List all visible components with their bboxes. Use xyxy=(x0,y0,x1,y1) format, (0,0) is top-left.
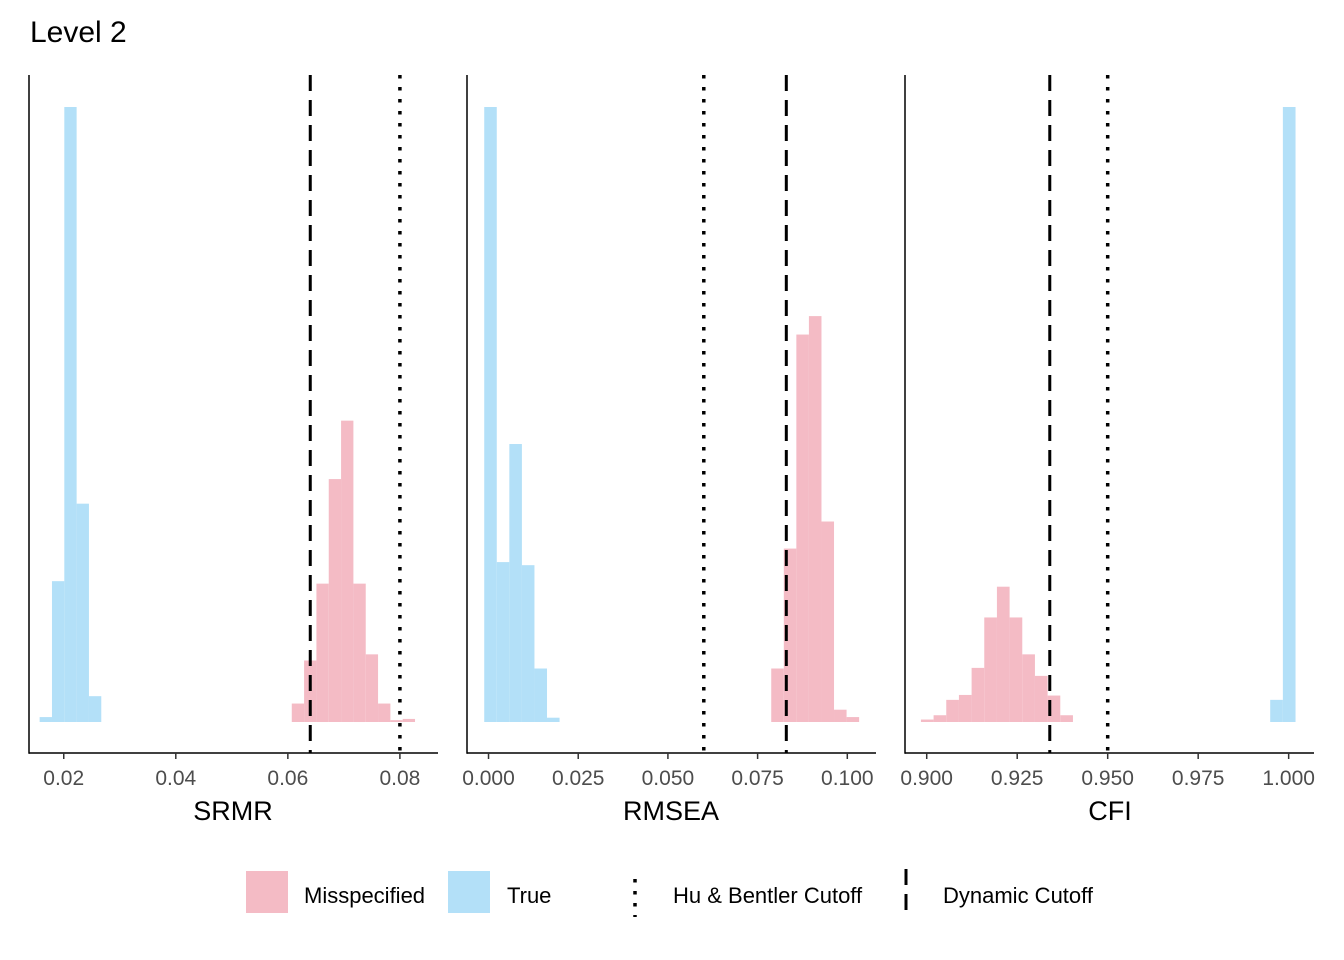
cfi-misspecified-bin-5 xyxy=(984,617,997,722)
panel-rmsea: 0.000 0.025 0.050 0.075 0.100 RMSEA xyxy=(462,75,876,826)
legend-label-dynamic: Dynamic Cutoff xyxy=(943,883,1094,908)
rmsea-tick-label-3: 0.075 xyxy=(731,767,784,790)
rmsea-tick-label-1: 0.025 xyxy=(552,767,605,790)
cfi-misspecified-bin-1 xyxy=(933,715,947,722)
cfi-misspecified-bin-4 xyxy=(971,667,985,722)
srmr-misspecified-bin-2 xyxy=(316,583,329,723)
axis-title-cfi: CFI xyxy=(1088,796,1132,826)
srmr-misspecified-bin-7 xyxy=(378,703,391,722)
srmr-misspecified-bin-3 xyxy=(328,479,342,722)
cfi-misspecified-bin-0 xyxy=(920,719,934,722)
rmsea-true-bin-0 xyxy=(484,107,497,722)
axis-title-srmr: SRMR xyxy=(193,796,273,826)
rmsea-misspecified-bin-3 xyxy=(808,316,822,722)
axes-srmr: 0.02 0.04 0.06 0.08 xyxy=(28,75,438,790)
srmr-true-bin-1 xyxy=(51,581,65,722)
srmr-misspecified-bin-5 xyxy=(353,583,366,723)
cfi-misspecified-bin-6 xyxy=(996,586,1010,722)
cfi-tick-label-1: 0.925 xyxy=(991,767,1044,790)
rmsea-true-bin-5 xyxy=(547,717,560,722)
legend-key-true xyxy=(448,871,490,913)
rmsea-true-bin-1 xyxy=(496,562,510,722)
rmsea-tick-label-2: 0.050 xyxy=(642,767,695,790)
srmr-tick-label-3: 0.08 xyxy=(379,767,420,790)
rmsea-true-bin-2 xyxy=(509,444,522,722)
srmr-true-bin-2 xyxy=(64,107,77,722)
legend-label-hu-bentler: Hu & Bentler Cutoff xyxy=(673,883,863,908)
srmr-tick-label-1: 0.04 xyxy=(155,767,196,790)
cfi-misspecified-bin-11 xyxy=(1060,715,1073,722)
panel-cfi: 0.900 0.925 0.950 0.975 1.000 CFI xyxy=(900,75,1315,826)
srmr-true-bin-4 xyxy=(88,696,102,722)
legend-label-true: True xyxy=(507,883,551,908)
rmsea-misspecified-bin-4 xyxy=(821,521,835,722)
axis-title-rmsea: RMSEA xyxy=(623,796,719,826)
rmsea-misspecified-bin-6 xyxy=(846,717,860,722)
srmr-misspecified-bin-6 xyxy=(365,654,379,722)
cfi-misspecified-bin-9 xyxy=(1034,675,1048,723)
srmr-misspecified-bin-9 xyxy=(402,718,416,722)
chart-title: Level 2 xyxy=(30,16,127,49)
cfi-tick-label-4: 1.000 xyxy=(1262,767,1315,790)
cfi-misspecified-bin-2 xyxy=(946,699,959,722)
rmsea-true-bin-4 xyxy=(534,668,548,722)
cfi-misspecified-bin-3 xyxy=(958,694,972,722)
cfi-misspecified-bin-8 xyxy=(1022,654,1035,722)
srmr-tick-label-0: 0.02 xyxy=(43,767,84,790)
cfi-tick-label-3: 0.975 xyxy=(1172,767,1225,790)
cfi-misspecified-bin-7 xyxy=(1009,617,1023,722)
rmsea-tick-label-4: 0.100 xyxy=(821,767,874,790)
axes-cfi: 0.900 0.925 0.950 0.975 1.000 xyxy=(900,75,1315,790)
srmr-tick-label-2: 0.06 xyxy=(267,767,308,790)
rmsea-tick-label-0: 0.000 xyxy=(462,767,515,790)
srmr-misspecified-bin-0 xyxy=(291,703,305,722)
bars-rmsea xyxy=(484,107,860,722)
cutoffs-cfi xyxy=(1048,75,1110,753)
axes-rmsea: 0.000 0.025 0.050 0.075 0.100 xyxy=(462,75,876,790)
srmr-true-bin-3 xyxy=(76,503,89,722)
panel-srmr: 0.02 0.04 0.06 0.08 SRMR xyxy=(28,75,438,826)
legend: Misspecified True Hu & Bentler Cutoff Dy… xyxy=(246,869,1094,917)
cfi-tick-label-0: 0.900 xyxy=(900,767,953,790)
legend-label-misspecified: Misspecified xyxy=(304,883,425,908)
cfi-tick-label-2: 0.950 xyxy=(1081,767,1134,790)
rmsea-true-bin-3 xyxy=(521,565,535,722)
rmsea-misspecified-bin-5 xyxy=(834,709,847,722)
rmsea-misspecified-bin-2 xyxy=(796,334,809,722)
cfi-true-bin-1 xyxy=(1282,107,1296,722)
cutoffs-rmsea xyxy=(702,75,788,753)
srmr-true-bin-0 xyxy=(39,717,52,722)
cutoffs-srmr xyxy=(308,75,402,753)
bars-cfi xyxy=(920,107,1296,723)
srmr-misspecified-bin-4 xyxy=(341,420,354,722)
cfi-true-bin-0 xyxy=(1270,699,1283,722)
srmr-misspecified-bin-8 xyxy=(390,720,403,722)
legend-key-misspecified xyxy=(246,871,288,913)
bars-srmr xyxy=(39,107,416,723)
srmr-misspecified-bin-1 xyxy=(304,660,317,722)
rmsea-misspecified-bin-0 xyxy=(771,668,784,722)
